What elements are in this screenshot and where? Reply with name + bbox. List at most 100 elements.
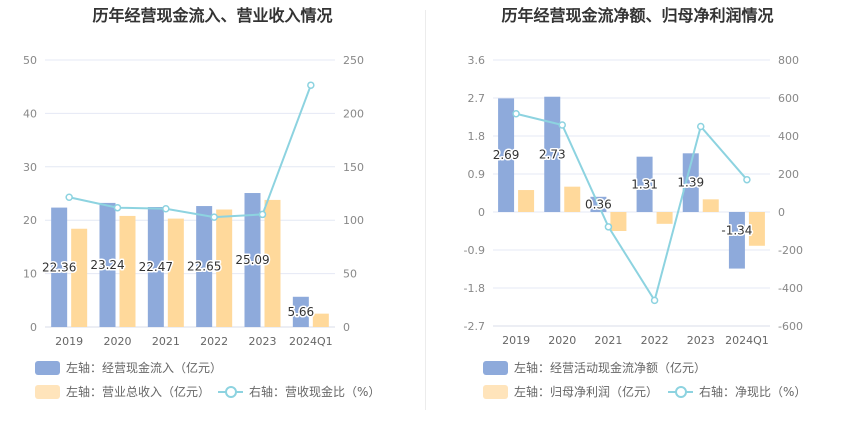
bar: [244, 193, 261, 327]
data-label: 22.36: [42, 260, 76, 274]
legend-item-net-profit[interactable]: 左轴：归母净利润（亿元）: [483, 383, 658, 400]
chart-canvas: -2.7 -1.8 -0.9 0 0.9 1.8 2.7 3.6 -600 -400 -200 0 20…: [464, 54, 803, 347]
bar: [636, 156, 653, 212]
y-left-tick-label: -1.8: [464, 282, 485, 295]
legend-item-revenue[interactable]: 左轴：营业总收入（亿元）: [35, 383, 210, 400]
y-left-tick-label: 3.6: [468, 54, 486, 67]
legend-swatch: [483, 384, 508, 399]
chart-panel-cash-inflow: 历年经营现金流入、营业收入情况 0 10 20 30 40 50 0 50 100 150 200 2…: [23, 6, 380, 400]
chart-title: 历年经营现金流入、营业收入情况: [92, 6, 333, 25]
data-label: 22.65: [187, 260, 221, 274]
bar: [119, 215, 136, 327]
bar: [748, 212, 765, 246]
legend-line-swatch: [218, 385, 243, 399]
bar: [292, 296, 309, 327]
legend-label: 左轴：归母净利润（亿元）: [514, 385, 659, 399]
y-left-tick-label: 30: [23, 161, 37, 174]
bar: [518, 190, 535, 212]
legend-label: 右轴：营收现金比（%）: [249, 385, 381, 399]
line-point: [604, 223, 613, 231]
line-point: [512, 110, 520, 118]
bar: [728, 212, 745, 269]
y-right-tick-label: 250: [343, 54, 364, 67]
x-tick-label: 2020: [548, 334, 576, 347]
x-tick-label: 2019: [502, 334, 530, 347]
panel-divider: [425, 10, 426, 410]
x-tick-label: 2020: [104, 335, 132, 348]
x-tick-label: 2023: [249, 335, 277, 348]
series-line: [68, 84, 312, 219]
y-right-tick-label: 200: [343, 107, 364, 120]
data-label: 5.66: [287, 305, 314, 319]
chart-canvas: 0 10 20 30 40 50 0 50 100 150 200 250 2019 2020 2021 20…: [23, 54, 364, 348]
y-left-tick-label: 2.7: [468, 92, 486, 105]
y-left-tick-label: 0: [478, 206, 485, 219]
data-label: -1.34: [721, 223, 752, 237]
line-point: [743, 175, 751, 184]
line-point: [558, 121, 566, 129]
line-point: [697, 122, 705, 131]
line-point: [113, 203, 122, 212]
y-right-tick-label: 0: [343, 321, 350, 334]
data-label: 2.69: [493, 148, 520, 162]
x-tick-label: 2022: [200, 335, 228, 348]
y-left-tick-label: 20: [23, 214, 37, 227]
x-tick-label: 2021: [152, 335, 180, 348]
y-right-tick-label: 50: [343, 268, 357, 281]
y-left-tick-label: 0.9: [468, 168, 486, 181]
chart-panel-net-cash: 历年经营现金流净额、归母净利润情况 -2.7 -1.8 -0.9 0 0.9 1.8 2.7…: [425, 0, 850, 437]
bar: [498, 98, 515, 212]
data-label: 1.31: [631, 177, 658, 191]
bar: [656, 212, 673, 224]
bar: [167, 218, 184, 327]
y-left-tick-label: 0: [30, 321, 37, 334]
y-right-tick-label: 150: [343, 161, 364, 174]
bar: [610, 212, 627, 231]
bar: [682, 153, 699, 212]
y-left-tick-label: 50: [23, 54, 37, 67]
bar: [216, 209, 233, 327]
y-left-tick-label: -2.7: [464, 320, 485, 333]
x-tick-label: 2022: [641, 334, 669, 347]
line-point: [162, 205, 170, 213]
line-point: [210, 213, 218, 221]
y-left-tick-label: 1.8: [468, 130, 486, 143]
line-point: [307, 81, 315, 89]
legend-swatch: [35, 360, 60, 375]
bar: [147, 207, 164, 327]
data-label: 1.39: [677, 176, 704, 190]
chart-title: 历年经营现金流净额、归母净利润情况: [501, 6, 774, 25]
bar: [264, 199, 281, 327]
y-left-tick-label: 40: [23, 107, 37, 120]
y-right-tick-label: 800: [778, 54, 799, 67]
bar: [51, 207, 68, 327]
bar: [544, 96, 561, 212]
legend-item-ratio[interactable]: 右轴：营收现金比（%）: [218, 383, 380, 400]
legend-swatch: [483, 360, 508, 375]
y-right-tick-label: -400: [778, 282, 803, 295]
legend-label: 左轴：经营现金流入（亿元）: [66, 361, 223, 375]
y-right-tick-label: -600: [778, 320, 803, 333]
x-tick-label: 2024Q1: [289, 335, 333, 348]
legend-swatch: [35, 384, 60, 399]
series-line: [515, 112, 748, 303]
y-right-tick-label: -200: [778, 244, 803, 257]
legend-item-ratio[interactable]: 右轴：净现比（%）: [668, 383, 806, 400]
bar: [196, 206, 213, 327]
y-right-tick-label: 600: [778, 92, 799, 105]
bar: [564, 186, 581, 212]
x-tick-label: 2019: [55, 335, 83, 348]
y-right-tick-label: 400: [778, 130, 799, 143]
line-point: [258, 210, 267, 219]
legend-line-swatch: [668, 385, 693, 399]
y-left-tick-label: -0.9: [464, 244, 485, 257]
data-label: 22.47: [139, 260, 173, 274]
y-right-tick-label: 0: [778, 206, 785, 219]
y-right-tick-label: 200: [778, 168, 799, 181]
line-point: [650, 296, 659, 305]
y-right-tick-label: 100: [343, 214, 364, 227]
x-tick-label: 2024Q1: [725, 334, 769, 347]
legend-label: 右轴：净现比（%）: [699, 385, 807, 399]
legend-item-net-cash[interactable]: 左轴：经营活动现金流净额（亿元）: [483, 359, 706, 376]
legend-item-cash-inflow[interactable]: 左轴：经营现金流入（亿元）: [35, 359, 222, 376]
